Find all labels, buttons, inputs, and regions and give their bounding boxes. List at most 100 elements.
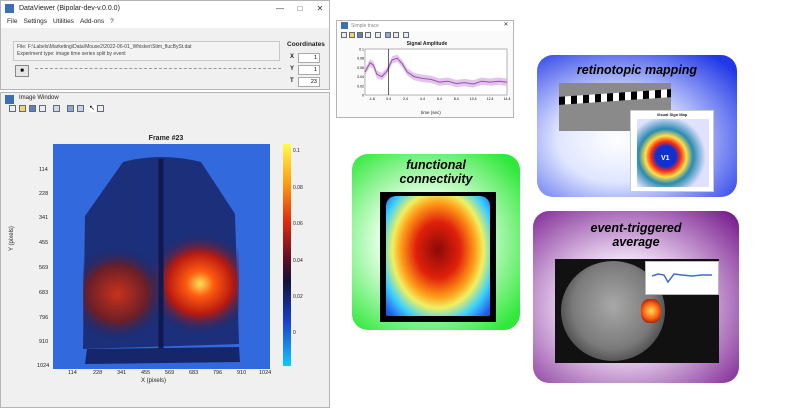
grid-icon[interactable] xyxy=(393,32,399,38)
t-coord-label: T xyxy=(290,78,294,84)
dataviewer-menubar: File Settings Utilities Add-ons? xyxy=(1,17,329,28)
panel-icon[interactable] xyxy=(403,32,409,38)
colorbar-tick: 0.04 xyxy=(293,258,303,264)
image-window: Image Window ↖ Frame #23 xyxy=(0,92,330,408)
connectivity-map xyxy=(380,192,496,322)
zoom-icon[interactable] xyxy=(375,32,381,38)
signal-x-tick: 12.4 xyxy=(487,97,494,101)
y-tick: 683 xyxy=(39,290,49,296)
signal-x-tick: 6.4 xyxy=(437,97,442,101)
open-folder-icon[interactable] xyxy=(19,105,26,112)
experiment-type-text: Experiment type: image time series split… xyxy=(17,51,126,57)
inset-trace xyxy=(645,261,719,295)
v1-label: V1 xyxy=(661,155,670,162)
y-axis-label: Y (pixels) xyxy=(9,226,15,251)
menu-help[interactable]: ? xyxy=(110,18,114,25)
y-coord-label: Y xyxy=(290,66,295,72)
y-tick: 1024 xyxy=(37,363,50,369)
signal-x-tick: 4.4 xyxy=(420,97,425,101)
signal-x-tick: 0.4 xyxy=(386,97,391,101)
y-tick: 114 xyxy=(39,167,48,173)
x-tick: 341 xyxy=(117,370,127,376)
signal-y-tick: 0.1 xyxy=(359,48,364,52)
app-icon xyxy=(5,4,14,13)
dataviewer-titlebar: DataViewer (Bipolar-dev-v.0.0.0) — □ ✕ xyxy=(1,1,329,17)
y-tick: 228 xyxy=(39,191,49,197)
x-axis-label: X (pixels) xyxy=(141,378,167,384)
layout-icon[interactable] xyxy=(385,32,391,38)
new-file-icon[interactable] xyxy=(341,32,347,38)
signal-y-tick: 0.04 xyxy=(357,75,364,79)
x-tick: 683 xyxy=(189,370,199,376)
layout-icon[interactable] xyxy=(67,105,74,112)
menu-utilities[interactable]: Utilities xyxy=(52,18,74,25)
panel-icon[interactable] xyxy=(97,105,104,112)
image-window-icon xyxy=(5,95,14,104)
menu-settings[interactable]: Settings xyxy=(23,18,47,25)
retinotopic-title: retinotopic mapping xyxy=(576,63,698,77)
minimize-icon[interactable]: — xyxy=(276,4,284,13)
retinotopic-panel: retinotopic mapping Visual Sign Map V1 xyxy=(537,55,737,197)
colorbar-tick: 0.02 xyxy=(293,294,303,300)
visual-sign-map: Visual Sign Map V1 xyxy=(630,110,714,192)
x-tick: 910 xyxy=(237,370,247,376)
colorbar xyxy=(283,144,291,366)
file-path-text: File: F:\Labels\Marketing\Data\Mouse2\20… xyxy=(17,44,192,50)
print-icon[interactable] xyxy=(39,105,46,112)
hotspot xyxy=(641,299,661,323)
coordinates-label: Coordinates xyxy=(287,41,325,48)
zoom-icon[interactable] xyxy=(53,105,60,112)
x-coord-label: X xyxy=(290,54,295,60)
x-tick: 569 xyxy=(165,370,175,376)
y-tick: 341 xyxy=(39,215,49,221)
x-tick: 455 xyxy=(141,370,151,376)
signal-close-icon[interactable]: ✕ xyxy=(503,22,509,28)
signal-y-tick: 0.08 xyxy=(357,57,364,61)
menu-add-ons[interactable]: Add-ons xyxy=(79,18,105,25)
save-icon[interactable] xyxy=(29,105,36,112)
event-brain-image xyxy=(555,259,719,363)
signal-window-title: Simple trace xyxy=(351,23,379,29)
x-tick: 228 xyxy=(93,370,103,376)
stop-button[interactable]: ■ xyxy=(15,65,29,77)
x-tick: 1024 xyxy=(259,370,272,376)
cursor-icon[interactable]: ↖ xyxy=(89,105,96,112)
signal-x-tick: 10.4 xyxy=(470,97,477,101)
close-icon[interactable]: ✕ xyxy=(316,4,324,13)
save-icon[interactable] xyxy=(357,32,363,38)
functional-panel: functional connectivity xyxy=(352,154,520,330)
signal-x-tick: -1.6 xyxy=(369,97,375,101)
file-info-box: File: F:\Labels\Marketing\Data\Mouse2\20… xyxy=(13,41,280,61)
y-tick: 455 xyxy=(39,240,49,246)
signal-y-tick: 0.02 xyxy=(357,84,364,88)
colorbar-tick: 0.08 xyxy=(293,185,303,191)
event-panel: event-triggered average xyxy=(533,211,739,383)
signal-window-icon xyxy=(341,22,348,29)
menu-file[interactable]: File xyxy=(7,18,18,25)
frame-title: Frame #23 xyxy=(148,135,184,142)
x-coord-field[interactable]: 1 xyxy=(298,53,320,63)
frame-image[interactable] xyxy=(53,144,270,369)
sign-map-image xyxy=(637,119,709,187)
signal-y-tick: 0 xyxy=(362,94,364,98)
time-slider[interactable] xyxy=(35,68,281,73)
signal-plot[interactable]: 0.1 0.08 0.06 0.04 0.02 0 -1.6 0.4 2.4 4.4 6.4 8.4 1… xyxy=(353,47,511,105)
print-icon[interactable] xyxy=(365,32,371,38)
new-file-icon[interactable] xyxy=(9,105,16,112)
t-coord-field[interactable]: 23 xyxy=(298,77,320,87)
x-tick: 114 xyxy=(68,370,77,376)
visual-sign-map-title: Visual Sign Map xyxy=(656,112,688,117)
grid-icon[interactable] xyxy=(77,105,84,112)
signal-window: Simple trace ✕ Signal Amplitude 0.1 0.08 0… xyxy=(336,20,514,118)
functional-title: functional connectivity xyxy=(399,158,473,186)
open-folder-icon[interactable] xyxy=(349,32,355,38)
y-tick: 796 xyxy=(39,315,49,321)
maximize-icon[interactable]: □ xyxy=(297,4,303,13)
y-coord-field[interactable]: 1 xyxy=(298,65,320,75)
x-tick: 796 xyxy=(213,370,223,376)
signal-y-tick: 0.06 xyxy=(357,66,364,70)
signal-x-tick: 2.4 xyxy=(403,97,408,101)
colorbar-tick: 0 xyxy=(293,330,296,336)
signal-x-tick: 8.4 xyxy=(454,97,459,101)
signal-series-line xyxy=(364,57,508,85)
